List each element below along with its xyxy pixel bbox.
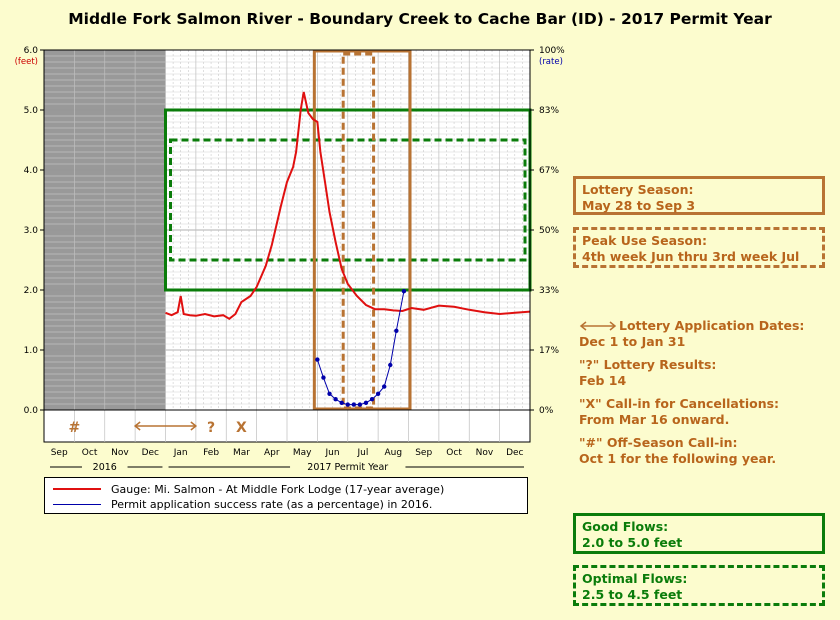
lottery-results-note: "?" Lottery Results: Feb 14 — [579, 357, 716, 389]
year-label-prev: 2016 — [93, 462, 117, 473]
month-label: Jun — [325, 448, 340, 458]
lottery-results-title: "?" Lottery Results: — [579, 357, 717, 372]
success-point — [321, 375, 326, 380]
success-point — [375, 391, 381, 396]
left-tick-label: 4.0 — [24, 166, 39, 176]
month-label: Sep — [51, 448, 68, 458]
left-tick-label: 1.0 — [24, 346, 39, 356]
results-marker: ? — [207, 420, 215, 436]
success-point — [363, 400, 369, 405]
year-label-current: 2017 Permit Year — [307, 462, 388, 473]
left-tick-label: 3.0 — [24, 226, 39, 236]
month-label: Mar — [233, 448, 250, 458]
legend-swatch-gauge — [53, 488, 101, 490]
peak-use-box: Peak Use Season: 4th week Jun thru 3rd w… — [573, 227, 825, 268]
month-label: Dec — [506, 448, 523, 458]
success-point — [382, 384, 387, 389]
success-point — [401, 289, 407, 294]
right-tick-label: 83% — [539, 106, 559, 116]
success-point — [369, 397, 375, 402]
success-point — [315, 357, 320, 362]
optimal-flows-range: 2.5 to 4.5 feet — [582, 587, 683, 602]
callin-note: "X" Call-in for Cancellations: From Mar … — [579, 396, 779, 428]
callin-title: "X" Call-in for Cancellations: — [579, 396, 780, 411]
legend: Gauge: Mi. Salmon - At Middle Fork Lodge… — [44, 477, 528, 514]
lottery-season-box: Lottery Season: May 28 to Sep 3 — [573, 176, 825, 215]
month-label: May — [293, 448, 312, 458]
optimal-flows-title: Optimal Flows: — [582, 571, 688, 586]
success-point — [394, 328, 399, 333]
series — [165, 91, 531, 407]
legend-item-success: Permit application success rate (as a pe… — [53, 497, 432, 511]
offseason-title: "#" Off-Season Call-in: — [579, 435, 738, 450]
month-label: Nov — [476, 448, 494, 458]
right-tick-label: 50% — [539, 226, 559, 236]
month-label: Dec — [142, 448, 159, 458]
lottery-season-title: Lottery Season: — [582, 182, 694, 197]
right-tick-label: 17% — [539, 346, 559, 356]
month-label: Jan — [173, 448, 188, 458]
right-tick-label: 100% — [539, 46, 565, 56]
left-tick-label: 5.0 — [24, 106, 39, 116]
month-label: Apr — [264, 448, 280, 458]
right-tick-label: 33% — [539, 286, 559, 296]
right-tick-label: 67% — [539, 166, 559, 176]
lottery-season-region — [312, 49, 412, 411]
success-point — [388, 362, 393, 368]
application-arrow-right-head — [190, 421, 198, 431]
month-label: Aug — [385, 448, 403, 458]
good-flows-box: Good Flows: 2.0 to 5.0 feet — [573, 513, 825, 554]
optimal-flows-box: Optimal Flows: 2.5 to 4.5 feet — [573, 565, 825, 606]
gauge-line — [165, 91, 531, 321]
success-point — [345, 402, 350, 407]
callin-value: From Mar 16 onward. — [579, 412, 730, 427]
application-dates-title-row: Lottery Application Dates: — [579, 318, 804, 334]
offseason-marker: # — [69, 420, 81, 436]
month-label: Nov — [111, 448, 129, 458]
legend-swatch-success — [53, 503, 101, 505]
success-point — [339, 400, 344, 405]
left-axis-unit: (feet) — [15, 57, 38, 67]
month-label: Feb — [203, 448, 219, 458]
left-tick-label: 6.0 — [24, 46, 39, 56]
optimal-flows-region — [169, 138, 527, 262]
chart-title: Middle Fork Salmon River - Boundary Cree… — [68, 10, 772, 28]
right-tick-label: 0% — [539, 406, 554, 416]
application-dates-title: Lottery Application Dates: — [619, 318, 805, 333]
right-axis-unit: (rate) — [539, 57, 563, 67]
success-point — [327, 391, 332, 396]
success-point — [357, 402, 363, 407]
month-label: Jul — [357, 448, 369, 458]
application-dates-note: Lottery Application Dates: Dec 1 to Jan … — [579, 318, 804, 350]
month-label: Oct — [446, 448, 462, 458]
good-flows-title: Good Flows: — [582, 519, 669, 534]
peak-use-title: Peak Use Season: — [582, 233, 707, 248]
double-arrow-icon — [579, 321, 617, 331]
month-label: Sep — [415, 448, 432, 458]
good-flows-range: 2.0 to 5.0 feet — [582, 535, 683, 550]
offseason-value: Oct 1 for the following year. — [579, 451, 777, 466]
peak-use-region — [341, 52, 376, 410]
success-point — [333, 397, 338, 402]
legend-label-success: Permit application success rate (as a pe… — [111, 497, 433, 511]
offseason-note: "#" Off-Season Call-in: Oct 1 for the fo… — [579, 435, 776, 467]
left-tick-label: 0.0 — [24, 406, 39, 416]
left-tick-label: 2.0 — [24, 286, 39, 296]
lottery-season-dates: May 28 to Sep 3 — [582, 198, 696, 213]
lottery-results-value: Feb 14 — [579, 373, 627, 388]
chart-svg: 6.0 5.0 4.0 3.0 2.0 1.0 0.0 (feet) 100% 83% 67% 50%… — [15, 46, 566, 473]
legend-item-gauge: Gauge: Mi. Salmon - At Middle Fork Lodge… — [53, 482, 444, 496]
month-label: Oct — [82, 448, 98, 458]
axes: 6.0 5.0 4.0 3.0 2.0 1.0 0.0 (feet) 100% 83% 67% 50%… — [15, 46, 566, 473]
legend-label-gauge: Gauge: Mi. Salmon - At Middle Fork Lodge… — [111, 482, 445, 496]
peak-use-dates: 4th week Jun thru 3rd week Jul — [582, 249, 800, 264]
success-point — [351, 402, 357, 407]
application-arrow-left-head — [133, 421, 141, 431]
application-dates-value: Dec 1 to Jan 31 — [579, 334, 686, 349]
callin-marker: X — [236, 420, 247, 436]
